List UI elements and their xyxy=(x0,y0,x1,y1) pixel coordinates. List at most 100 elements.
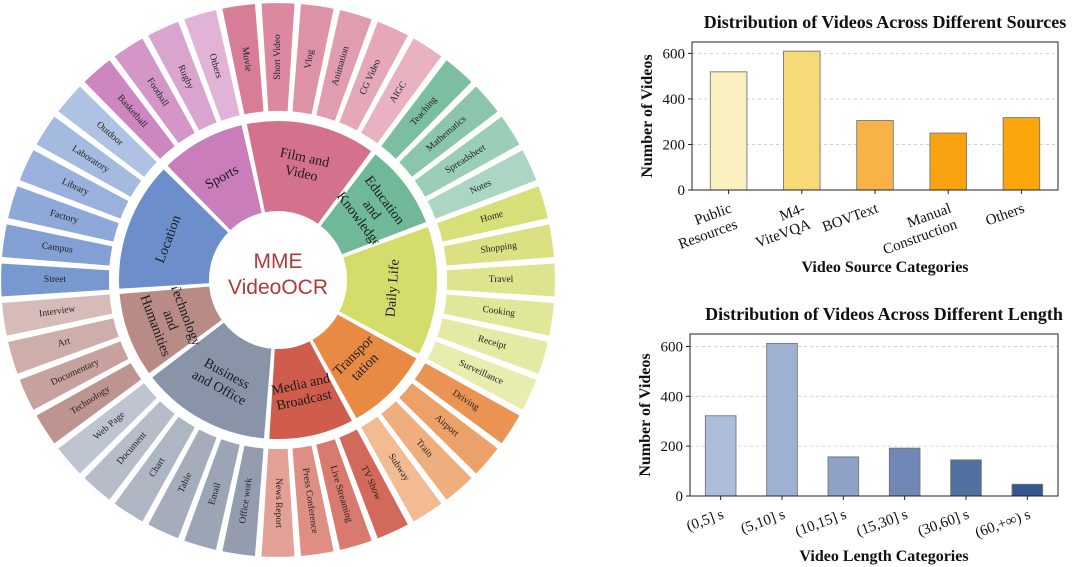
leaf-wedge xyxy=(33,360,144,446)
leaf-wedge xyxy=(0,292,115,339)
y-axis-label: Number of Videos xyxy=(639,54,656,177)
leaf-wedge xyxy=(441,292,557,339)
leaf-wedge xyxy=(396,83,501,180)
leaf-wedge xyxy=(396,380,501,477)
x-tick-label: (5,10] s xyxy=(739,507,788,538)
length-bar-chart: Distribution of Videos Across Different … xyxy=(637,304,1063,565)
chart-title: Distribution of Videos Across Different … xyxy=(705,304,1063,324)
leaf-wedge xyxy=(145,19,220,134)
leaf-wedge xyxy=(424,338,539,413)
category-technology-and-humanities: TechnologyandHumanitiesTechnologyDocumen… xyxy=(0,281,225,446)
leaf-wedge xyxy=(358,414,444,525)
leaf-football: Football xyxy=(112,35,198,146)
leaf-wedge xyxy=(55,83,160,180)
x-axis-label: Video Source Categories xyxy=(801,259,968,276)
leaf-notes: Notes xyxy=(424,147,539,222)
bar-5-10-s xyxy=(766,343,798,497)
leaf-news-report: News Report xyxy=(259,446,297,560)
leaf-train: Train xyxy=(378,398,475,503)
y-tick-label: 600 xyxy=(663,46,686,62)
leaf-shopping: Shopping xyxy=(441,221,557,268)
leaf-label: Movie xyxy=(239,46,252,72)
x-tick-label: M4-ViteVQA xyxy=(748,201,813,252)
center-title: MME xyxy=(254,250,303,273)
y-tick-label: 200 xyxy=(663,137,686,153)
bar-others xyxy=(1002,117,1041,191)
leaf-chart: Chart xyxy=(112,414,198,525)
leaf-wedge xyxy=(259,0,297,114)
leaf-travel: Travel xyxy=(444,261,558,299)
leaf-vlog: Vlog xyxy=(290,1,337,117)
leaf-wedge xyxy=(290,443,337,559)
leaf-wedge xyxy=(55,380,160,477)
leaf-press-conference: Press Conference xyxy=(290,443,337,559)
leaf-wedge xyxy=(219,443,266,559)
x-axis-label: Video Length Categories xyxy=(799,548,968,565)
leaf-wedge xyxy=(17,338,132,413)
leaf-airport: Airport xyxy=(396,380,501,477)
leaf-table: Table xyxy=(145,426,220,541)
x-tick-label: PublicResources xyxy=(671,201,741,253)
leaf-wedge xyxy=(0,221,115,268)
category-wedge xyxy=(149,320,274,441)
leaf-wedge xyxy=(434,315,551,377)
leaf-wedge xyxy=(290,1,337,117)
leaf-wedge xyxy=(434,183,551,245)
leaf-factory: Factory xyxy=(5,183,122,245)
bar-0-5-s xyxy=(704,415,737,497)
leaf-wedge xyxy=(33,114,144,200)
leaf-label: Vlog xyxy=(304,49,317,69)
leaf-wedge xyxy=(424,147,539,222)
y-tick-label: 0 xyxy=(678,183,686,199)
x-tick-label: (15,30] s xyxy=(854,507,910,540)
leaf-wedge xyxy=(5,315,122,377)
leaf-wedge xyxy=(412,360,523,446)
leaf-wedge xyxy=(412,114,523,200)
leaf-street: Street xyxy=(0,261,112,299)
category-wedge xyxy=(117,167,231,291)
leaf-label: Street xyxy=(44,275,67,285)
category-wedge xyxy=(337,224,439,357)
source-bar-chart: Distribution of Videos Across Different … xyxy=(639,12,1066,276)
leaf-label: Short Video xyxy=(273,34,283,80)
category-wedge xyxy=(310,312,419,421)
leaf-wedge xyxy=(336,19,411,134)
category-label: Daily Life xyxy=(384,259,403,318)
leaf-live-streaming: Live Streaming xyxy=(313,436,375,553)
leaf-wedge xyxy=(81,398,178,503)
leaf-subway: Subway xyxy=(358,414,444,525)
plot-frame xyxy=(689,333,1059,497)
leaf-art: Art xyxy=(5,315,122,377)
y-tick-label: 0 xyxy=(676,489,684,505)
x-tick-label: (10,15] s xyxy=(793,507,849,540)
leaf-email: Email xyxy=(181,436,243,553)
leaf-office-work: Office work xyxy=(219,443,266,559)
bar-30-60-s xyxy=(950,459,982,497)
y-axis-label: Number of Videos xyxy=(637,353,654,476)
x-tick-label: ManualConstruction xyxy=(875,201,960,259)
leaf-label: Campus xyxy=(41,241,74,255)
leaf-cooking: Cooking xyxy=(441,292,557,339)
plot-frame xyxy=(691,41,1059,191)
x-tick-label: (0,5] s xyxy=(685,507,727,535)
leaf-technology: Technology xyxy=(33,360,144,446)
category-wedge xyxy=(117,284,225,376)
y-tick-label: 200 xyxy=(661,439,684,455)
leaf-label: Cooking xyxy=(482,305,516,320)
leaf-outdoor: Outdoor xyxy=(55,83,160,180)
leaf-label: News Report xyxy=(273,478,283,528)
leaf-animation: Animation xyxy=(313,7,375,124)
leaf-wedge xyxy=(0,261,112,299)
leaf-home: Home xyxy=(434,183,551,245)
bar-15-30-s xyxy=(888,447,921,497)
leaf-movie: Movie xyxy=(219,1,266,117)
y-tick-label: 400 xyxy=(663,92,686,108)
leaf-library: Library xyxy=(17,147,132,222)
leaf-wedge xyxy=(5,183,122,245)
y-tick-label: 400 xyxy=(661,389,684,405)
center-subtitle: VideoOCR xyxy=(228,276,328,299)
